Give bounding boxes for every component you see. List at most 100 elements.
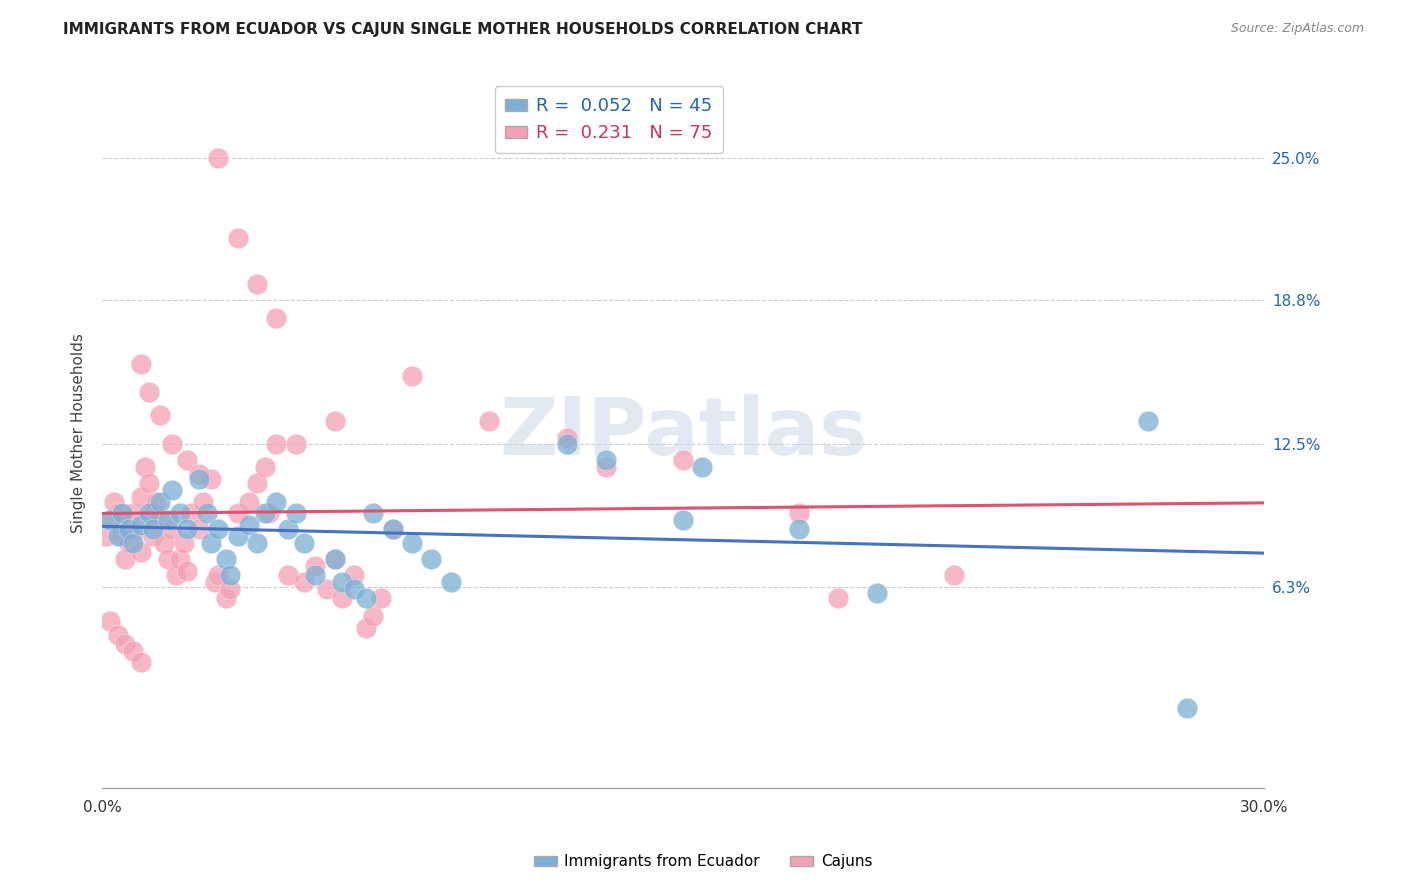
Point: [207, 568, 229, 582]
Point: [343, 568, 366, 582]
Point: [315, 582, 337, 596]
Point: [215, 591, 238, 605]
Point: [138, 384, 160, 399]
Point: [207, 522, 229, 536]
Point: [266, 437, 288, 451]
Point: [370, 591, 392, 605]
Point: [354, 591, 377, 605]
Point: [107, 628, 129, 642]
Point: [160, 522, 183, 536]
Point: [176, 564, 198, 578]
Point: [595, 453, 617, 467]
Point: [200, 472, 222, 486]
Point: [110, 506, 132, 520]
Point: [157, 552, 180, 566]
Point: [122, 644, 145, 658]
Point: [284, 506, 307, 520]
Point: [226, 231, 249, 245]
Point: [354, 621, 377, 635]
Point: [277, 522, 299, 536]
Point: [142, 529, 165, 543]
Point: [169, 506, 191, 520]
Point: [173, 536, 195, 550]
Point: [478, 415, 501, 429]
Point: [343, 582, 366, 596]
Point: [595, 460, 617, 475]
Point: [304, 568, 326, 582]
Point: [110, 529, 132, 543]
Point: [149, 408, 172, 422]
Text: Source: ZipAtlas.com: Source: ZipAtlas.com: [1230, 22, 1364, 36]
Point: [401, 368, 423, 383]
Point: [672, 513, 695, 527]
Point: [1136, 415, 1159, 429]
Point: [94, 529, 117, 543]
Point: [226, 529, 249, 543]
Point: [277, 568, 299, 582]
Point: [219, 568, 242, 582]
Point: [292, 574, 315, 589]
Point: [107, 529, 129, 543]
Point: [98, 614, 121, 628]
Point: [195, 506, 218, 520]
Text: IMMIGRANTS FROM ECUADOR VS CAJUN SINGLE MOTHER HOUSEHOLDS CORRELATION CHART: IMMIGRANTS FROM ECUADOR VS CAJUN SINGLE …: [63, 22, 863, 37]
Point: [188, 467, 211, 482]
Point: [787, 506, 810, 520]
Point: [866, 586, 889, 600]
Y-axis label: Single Mother Households: Single Mother Households: [72, 333, 86, 533]
Point: [200, 536, 222, 550]
Point: [180, 506, 202, 520]
Point: [118, 536, 141, 550]
Point: [257, 506, 280, 520]
Point: [149, 513, 172, 527]
Point: [129, 655, 152, 669]
Point: [98, 513, 121, 527]
Legend: R =  0.052   N = 45, R =  0.231   N = 75: R = 0.052 N = 45, R = 0.231 N = 75: [495, 87, 723, 153]
Point: [266, 495, 288, 509]
Legend: Immigrants from Ecuador, Cajuns: Immigrants from Ecuador, Cajuns: [527, 848, 879, 875]
Point: [142, 522, 165, 536]
Point: [160, 437, 183, 451]
Point: [122, 506, 145, 520]
Point: [176, 522, 198, 536]
Point: [157, 513, 180, 527]
Point: [304, 558, 326, 573]
Point: [188, 472, 211, 486]
Point: [98, 513, 121, 527]
Point: [363, 506, 385, 520]
Point: [420, 552, 443, 566]
Point: [292, 536, 315, 550]
Point: [381, 522, 404, 536]
Point: [129, 517, 152, 532]
Point: [253, 506, 276, 520]
Point: [381, 522, 404, 536]
Point: [323, 415, 346, 429]
Point: [330, 574, 353, 589]
Point: [149, 495, 172, 509]
Point: [555, 437, 578, 451]
Point: [103, 495, 125, 509]
Point: [129, 545, 152, 559]
Text: ZIPatlas: ZIPatlas: [499, 394, 868, 472]
Point: [238, 495, 260, 509]
Point: [188, 522, 211, 536]
Point: [323, 552, 346, 566]
Point: [266, 311, 288, 326]
Point: [246, 536, 269, 550]
Point: [114, 637, 136, 651]
Point: [323, 552, 346, 566]
Point: [219, 582, 242, 596]
Point: [207, 151, 229, 165]
Point: [330, 591, 353, 605]
Point: [118, 522, 141, 536]
Point: [191, 495, 214, 509]
Point: [122, 536, 145, 550]
Point: [363, 609, 385, 624]
Point: [1175, 701, 1198, 715]
Point: [114, 513, 136, 527]
Point: [284, 437, 307, 451]
Point: [204, 574, 226, 589]
Point: [145, 495, 167, 509]
Point: [555, 431, 578, 445]
Point: [153, 536, 176, 550]
